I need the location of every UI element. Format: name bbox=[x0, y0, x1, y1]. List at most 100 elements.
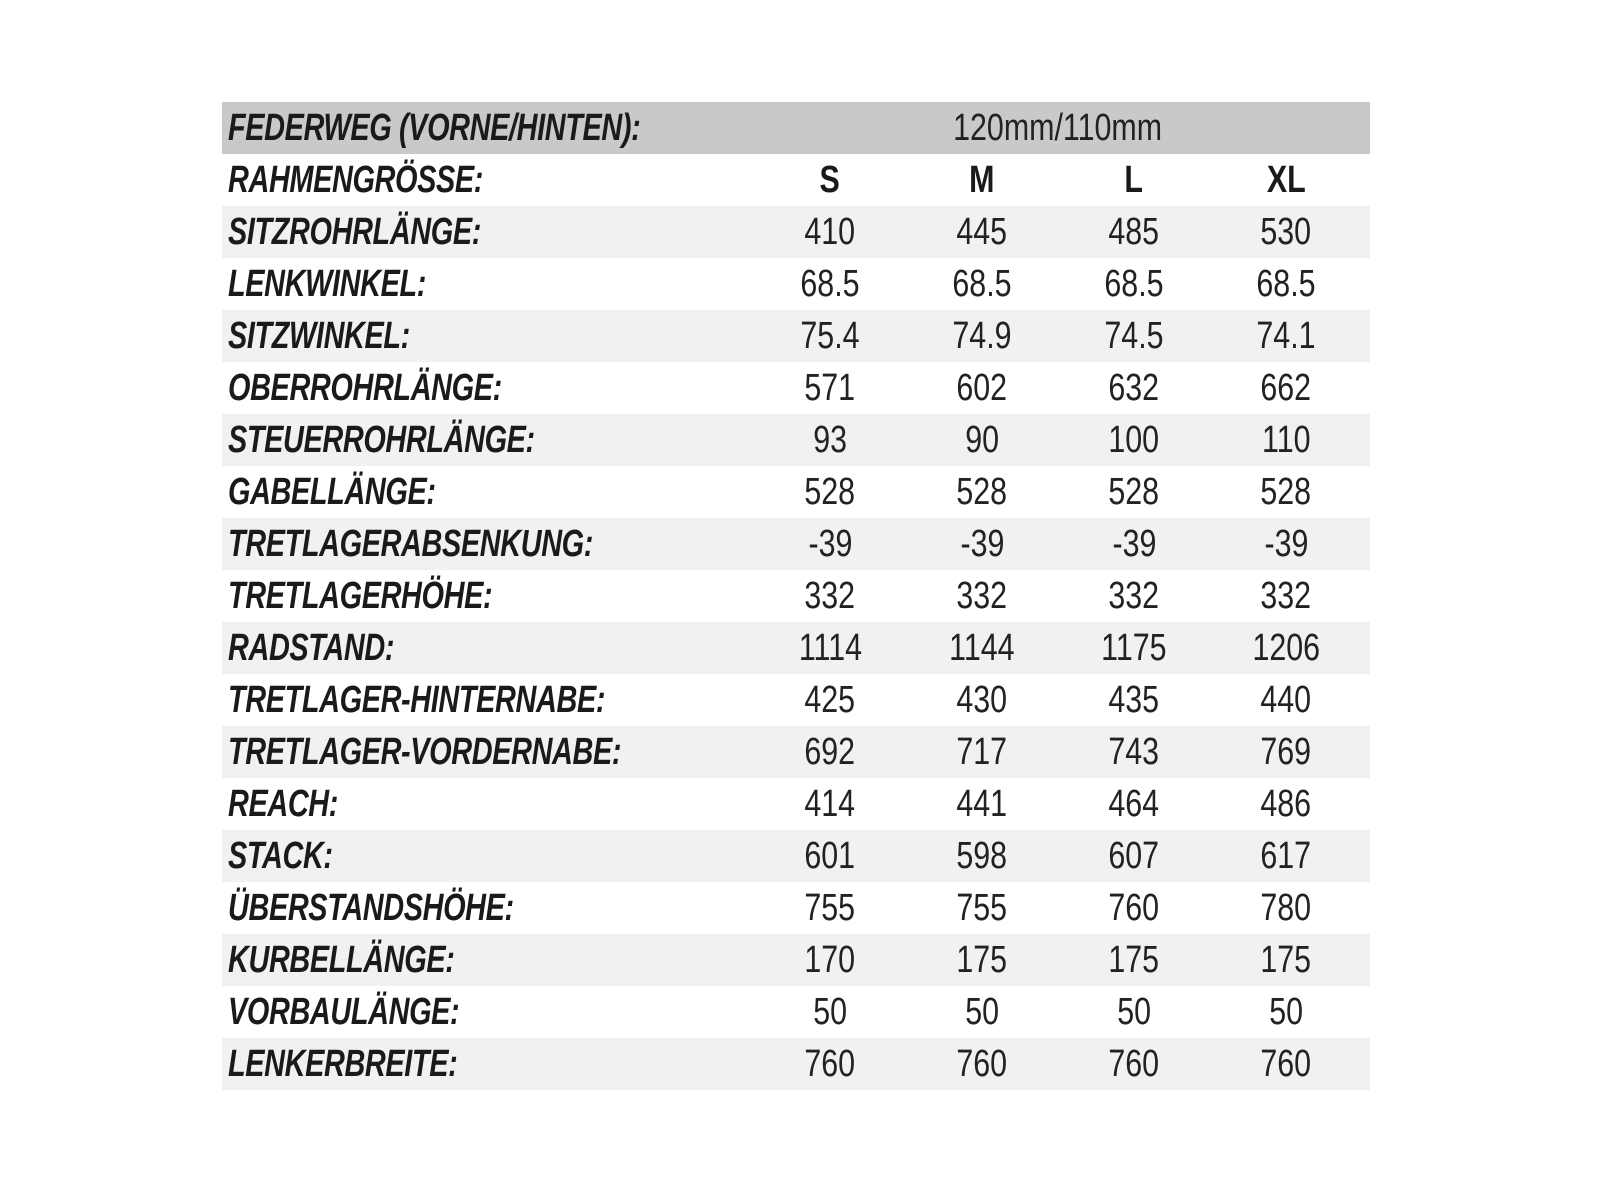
row-value-s: 1114 bbox=[798, 626, 862, 669]
row-value-cell: 410 bbox=[754, 211, 906, 254]
row-value-m: 441 bbox=[956, 782, 1008, 825]
suspension-value: 120mm/110mm bbox=[953, 106, 1163, 149]
suspension-header-row: FEDERWEG (VORNE/HINTEN): 120mm/110mm bbox=[222, 102, 1370, 154]
row-value-m: 717 bbox=[956, 730, 1008, 773]
row-value-xl: 486 bbox=[1260, 782, 1312, 825]
suspension-label-cell: FEDERWEG (VORNE/HINTEN): bbox=[222, 107, 754, 150]
row-value-l: 743 bbox=[1108, 730, 1160, 773]
row-label-cell: VORBAULÄNGE: bbox=[222, 991, 754, 1034]
row-value-xl: 780 bbox=[1260, 886, 1312, 929]
row-value-m: 598 bbox=[956, 834, 1008, 877]
row-value-cell: -39 bbox=[1058, 523, 1210, 566]
row-value-s: 692 bbox=[804, 730, 856, 773]
row-value-cell: 68.5 bbox=[754, 263, 906, 306]
row-value-cell: 755 bbox=[754, 887, 906, 930]
row-value-l: 632 bbox=[1108, 366, 1160, 409]
row-value-cell: 464 bbox=[1058, 783, 1210, 826]
suspension-label: FEDERWEG (VORNE/HINTEN): bbox=[228, 106, 641, 149]
row-value-m: 50 bbox=[965, 990, 999, 1033]
frame-size-label-cell: RAHMENGRÖSSE: bbox=[222, 159, 754, 202]
row-value-cell: 662 bbox=[1210, 367, 1362, 410]
row-value-cell: 68.5 bbox=[1210, 263, 1362, 306]
row-value-cell: 717 bbox=[906, 731, 1058, 774]
row-value-m: 175 bbox=[956, 938, 1008, 981]
row-value-cell: 598 bbox=[906, 835, 1058, 878]
row-value-xl: 769 bbox=[1260, 730, 1312, 773]
row-value-cell: 1206 bbox=[1210, 627, 1362, 670]
table-row: SITZROHRLÄNGE: 410 445 485 530 bbox=[222, 206, 1370, 258]
row-value-l: 68.5 bbox=[1104, 262, 1164, 305]
row-value-cell: 425 bbox=[754, 679, 906, 722]
row-value-cell: 75.4 bbox=[754, 315, 906, 358]
row-label: LENKWINKEL: bbox=[228, 262, 426, 305]
row-value-l: 464 bbox=[1108, 782, 1160, 825]
size-column-l: L bbox=[1124, 158, 1144, 201]
row-value-xl: 110 bbox=[1261, 418, 1311, 461]
row-value-m: 445 bbox=[956, 210, 1008, 253]
row-label-cell: GABELLÄNGE: bbox=[222, 471, 754, 514]
table-row: LENKWINKEL: 68.5 68.5 68.5 68.5 bbox=[222, 258, 1370, 310]
row-value-l: 760 bbox=[1108, 1042, 1160, 1085]
row-value-cell: 50 bbox=[906, 991, 1058, 1034]
row-label: STEUERROHRLÄNGE: bbox=[228, 418, 535, 461]
row-label: VORBAULÄNGE: bbox=[228, 990, 460, 1033]
row-value-l: 435 bbox=[1108, 678, 1160, 721]
row-label: OBERROHRLÄNGE: bbox=[228, 366, 502, 409]
row-label-cell: OBERROHRLÄNGE: bbox=[222, 367, 754, 410]
size-column-xl: XL bbox=[1266, 158, 1306, 201]
table-row: ÜBERSTANDSHÖHE: 755 755 760 780 bbox=[222, 882, 1370, 934]
row-value-cell: -39 bbox=[754, 523, 906, 566]
row-value-m: 68.5 bbox=[952, 262, 1012, 305]
table-body: SITZROHRLÄNGE: 410 445 485 530 LENKWINKE… bbox=[222, 206, 1370, 1090]
row-value-cell: 100 bbox=[1058, 419, 1210, 462]
row-value-cell: 485 bbox=[1058, 211, 1210, 254]
row-value-cell: 528 bbox=[1210, 471, 1362, 514]
row-value-l: 1175 bbox=[1101, 626, 1167, 669]
row-label-cell: SITZWINKEL: bbox=[222, 315, 754, 358]
table-row: VORBAULÄNGE: 50 50 50 50 bbox=[222, 986, 1370, 1038]
row-value-l: 332 bbox=[1108, 574, 1160, 617]
row-value-s: 93 bbox=[813, 418, 847, 461]
row-value-m: 528 bbox=[956, 470, 1008, 513]
row-value-cell: 607 bbox=[1058, 835, 1210, 878]
row-label: TRETLAGER-HINTERNABE: bbox=[228, 678, 606, 721]
row-value-cell: -39 bbox=[1210, 523, 1362, 566]
size-column-header-cell: M bbox=[906, 159, 1058, 202]
size-column-s: S bbox=[819, 158, 841, 201]
row-value-cell: 441 bbox=[906, 783, 1058, 826]
row-label-cell: STEUERROHRLÄNGE: bbox=[222, 419, 754, 462]
frame-size-header-row: RAHMENGRÖSSE: S M L XL bbox=[222, 154, 1370, 206]
row-value-cell: 530 bbox=[1210, 211, 1362, 254]
table-row: RADSTAND: 1114 1144 1175 1206 bbox=[222, 622, 1370, 674]
row-value-m: 332 bbox=[956, 574, 1008, 617]
row-value-s: 50 bbox=[813, 990, 847, 1033]
row-value-l: 74.5 bbox=[1104, 314, 1164, 357]
row-value-m: 602 bbox=[956, 366, 1008, 409]
row-value-cell: 332 bbox=[906, 575, 1058, 618]
row-value-m: 760 bbox=[956, 1042, 1008, 1085]
row-value-cell: -39 bbox=[906, 523, 1058, 566]
table-row: TRETLAGER-HINTERNABE: 425 430 435 440 bbox=[222, 674, 1370, 726]
row-value-l: 760 bbox=[1108, 886, 1160, 929]
row-value-cell: 332 bbox=[1210, 575, 1362, 618]
row-value-cell: 780 bbox=[1210, 887, 1362, 930]
row-label: SITZWINKEL: bbox=[228, 314, 410, 357]
row-label: GABELLÄNGE: bbox=[228, 470, 436, 513]
table-row: TRETLAGERHÖHE: 332 332 332 332 bbox=[222, 570, 1370, 622]
table-row: STACK: 601 598 607 617 bbox=[222, 830, 1370, 882]
suspension-value-cell: 120mm/110mm bbox=[754, 107, 1362, 150]
row-label: SITZROHRLÄNGE: bbox=[228, 210, 481, 253]
row-label-cell: RADSTAND: bbox=[222, 627, 754, 670]
row-label-cell: TRETLAGERABSENKUNG: bbox=[222, 523, 754, 566]
row-label-cell: LENKERBREITE: bbox=[222, 1043, 754, 1086]
row-value-cell: 1114 bbox=[754, 627, 906, 670]
row-value-s: 68.5 bbox=[800, 262, 860, 305]
row-value-cell: 632 bbox=[1058, 367, 1210, 410]
row-value-cell: 445 bbox=[906, 211, 1058, 254]
row-value-l: 528 bbox=[1108, 470, 1160, 513]
row-value-cell: 760 bbox=[1058, 1043, 1210, 1086]
table-row: TRETLAGER-VORDERNABE: 692 717 743 769 bbox=[222, 726, 1370, 778]
table-row: LENKERBREITE: 760 760 760 760 bbox=[222, 1038, 1370, 1090]
row-value-s: -39 bbox=[808, 522, 852, 565]
